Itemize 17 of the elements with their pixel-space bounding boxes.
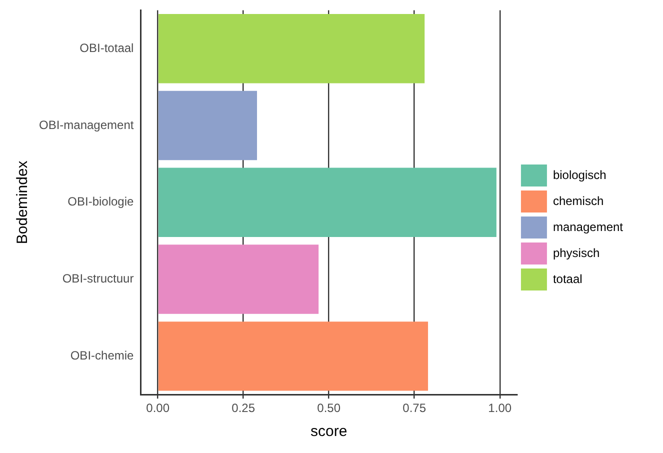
legend-label: management [552, 220, 624, 234]
y-tick-label: OBI-management [38, 118, 134, 132]
y-axis-title: Bodemindex [14, 160, 32, 244]
x-tick-label: 1.00 [488, 401, 512, 416]
x-tick-label: 0.75 [402, 401, 426, 416]
legend-label: chemisch [552, 194, 604, 208]
legend-label: totaal [552, 272, 582, 286]
x-tick-label: 0.25 [232, 401, 256, 416]
x-tick-label: 0.50 [317, 401, 341, 416]
y-tick-label: OBI-biologie [68, 194, 134, 209]
y-tick-label: OBI-chemie [70, 348, 134, 362]
x-tick-label: 0.00 [146, 401, 170, 416]
legend-label: physisch [552, 246, 600, 260]
x-axis-title: score [310, 423, 348, 440]
y-tick-label: OBI-totaal [80, 40, 134, 55]
y-tick-label: OBI-structuur [62, 272, 134, 286]
legend-label: biologisch [552, 168, 606, 182]
